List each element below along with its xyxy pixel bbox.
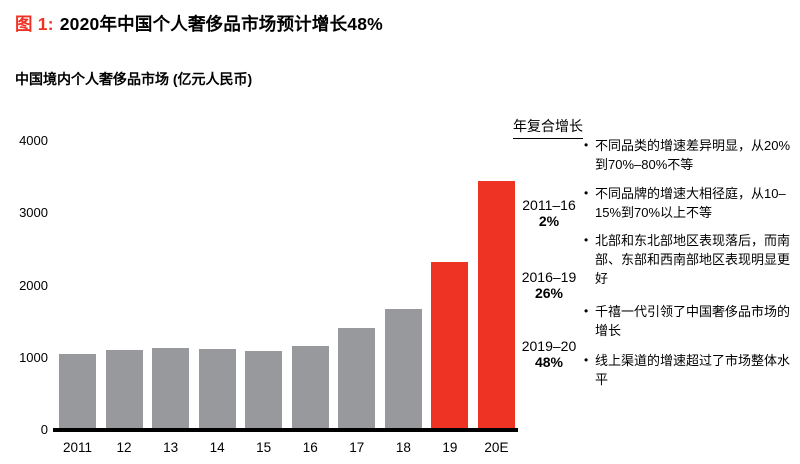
bullet-text: 线上渠道的增速超过了市场整体水平	[595, 353, 791, 387]
bar-14	[198, 349, 236, 430]
cagr-value: 48%	[534, 354, 564, 370]
bullet-text: 千禧一代引领了中国奢侈品市场的增长	[595, 304, 791, 338]
bullet-item-5: • 线上渠道的增速超过了市场整体水平	[584, 351, 796, 389]
y-tick-1000: 1000	[19, 349, 48, 365]
x-axis-line	[53, 428, 518, 432]
bar-15	[245, 350, 283, 430]
bullet-dot-icon: •	[584, 353, 589, 367]
chart-subtitle: 中国境内个人奢侈品市场 (亿元人民币)	[15, 71, 253, 87]
bullet-item-3: • 北部和东北部地区表现落后，而南部、东部和西南部地区表现明显更好	[584, 231, 796, 288]
x-label-18: 18	[395, 440, 411, 455]
bar-17	[338, 328, 376, 430]
x-label-13: 13	[163, 440, 179, 455]
bar-2011	[59, 354, 96, 430]
bullet-item-2: • 不同品牌的增速大相径庭，从10–15%到70%以上不等	[584, 184, 796, 222]
bullet-text: 不同品类的增速差异明显，从20%到70%–80%不等	[595, 138, 791, 172]
bar-20E	[477, 181, 515, 430]
bullet-item-4: • 千禧一代引领了中国奢侈品市场的增长	[584, 302, 796, 340]
cagr-entry-2019–20: 2019–20 48%	[505, 338, 593, 370]
x-label-19: 19	[442, 440, 458, 455]
bar-18	[384, 308, 422, 430]
bullet-item-1: • 不同品类的增速差异明显，从20%到70%–80%不等	[584, 136, 796, 174]
cagr-period: 2016–19	[521, 269, 577, 285]
y-tick-2000: 2000	[19, 277, 48, 293]
x-label-15: 15	[256, 440, 272, 455]
cagr-period: 2011–16	[522, 197, 576, 213]
cagr-value: 26%	[534, 285, 564, 301]
x-label-17: 17	[349, 440, 365, 455]
x-label-14: 14	[209, 440, 225, 455]
x-label-20E: 20E	[484, 440, 509, 455]
cagr-value: 2%	[538, 213, 560, 229]
figure-title: 图 1: 2020年中国个人奢侈品市场预计增长48%	[15, 11, 383, 36]
cagr-entry-2011–16: 2011–16 2%	[505, 197, 593, 229]
bullet-text: 不同品牌的增速大相径庭，从10–15%到70%以上不等	[595, 186, 786, 220]
figure-number-label: 图 1:	[15, 14, 54, 34]
bar-13	[152, 347, 190, 430]
bar-12	[105, 349, 143, 430]
x-label-12: 12	[116, 440, 132, 455]
bullet-dot-icon: •	[584, 186, 589, 200]
x-label-16: 16	[302, 440, 318, 455]
cagr-panel-header: 年复合增长	[513, 116, 583, 139]
cagr-period: 2019–20	[521, 338, 577, 354]
y-tick-3000: 3000	[19, 205, 48, 221]
x-label-2011: 2011	[62, 440, 93, 455]
bullet-dot-icon: •	[584, 138, 589, 152]
bar-19	[431, 262, 469, 430]
y-tick-4000: 4000	[19, 133, 48, 148]
y-tick-0: 0	[40, 422, 48, 437]
bullet-dot-icon: •	[584, 304, 589, 318]
bullet-dot-icon: •	[584, 233, 589, 247]
cagr-entry-2016–19: 2016–19 26%	[505, 269, 593, 301]
bullet-text: 北部和东北部地区表现落后，而南部、东部和西南部地区表现明显更好	[595, 233, 791, 286]
bar-16	[291, 346, 329, 430]
figure-title-text: 2020年中国个人奢侈品市场预计增长48%	[59, 14, 383, 34]
